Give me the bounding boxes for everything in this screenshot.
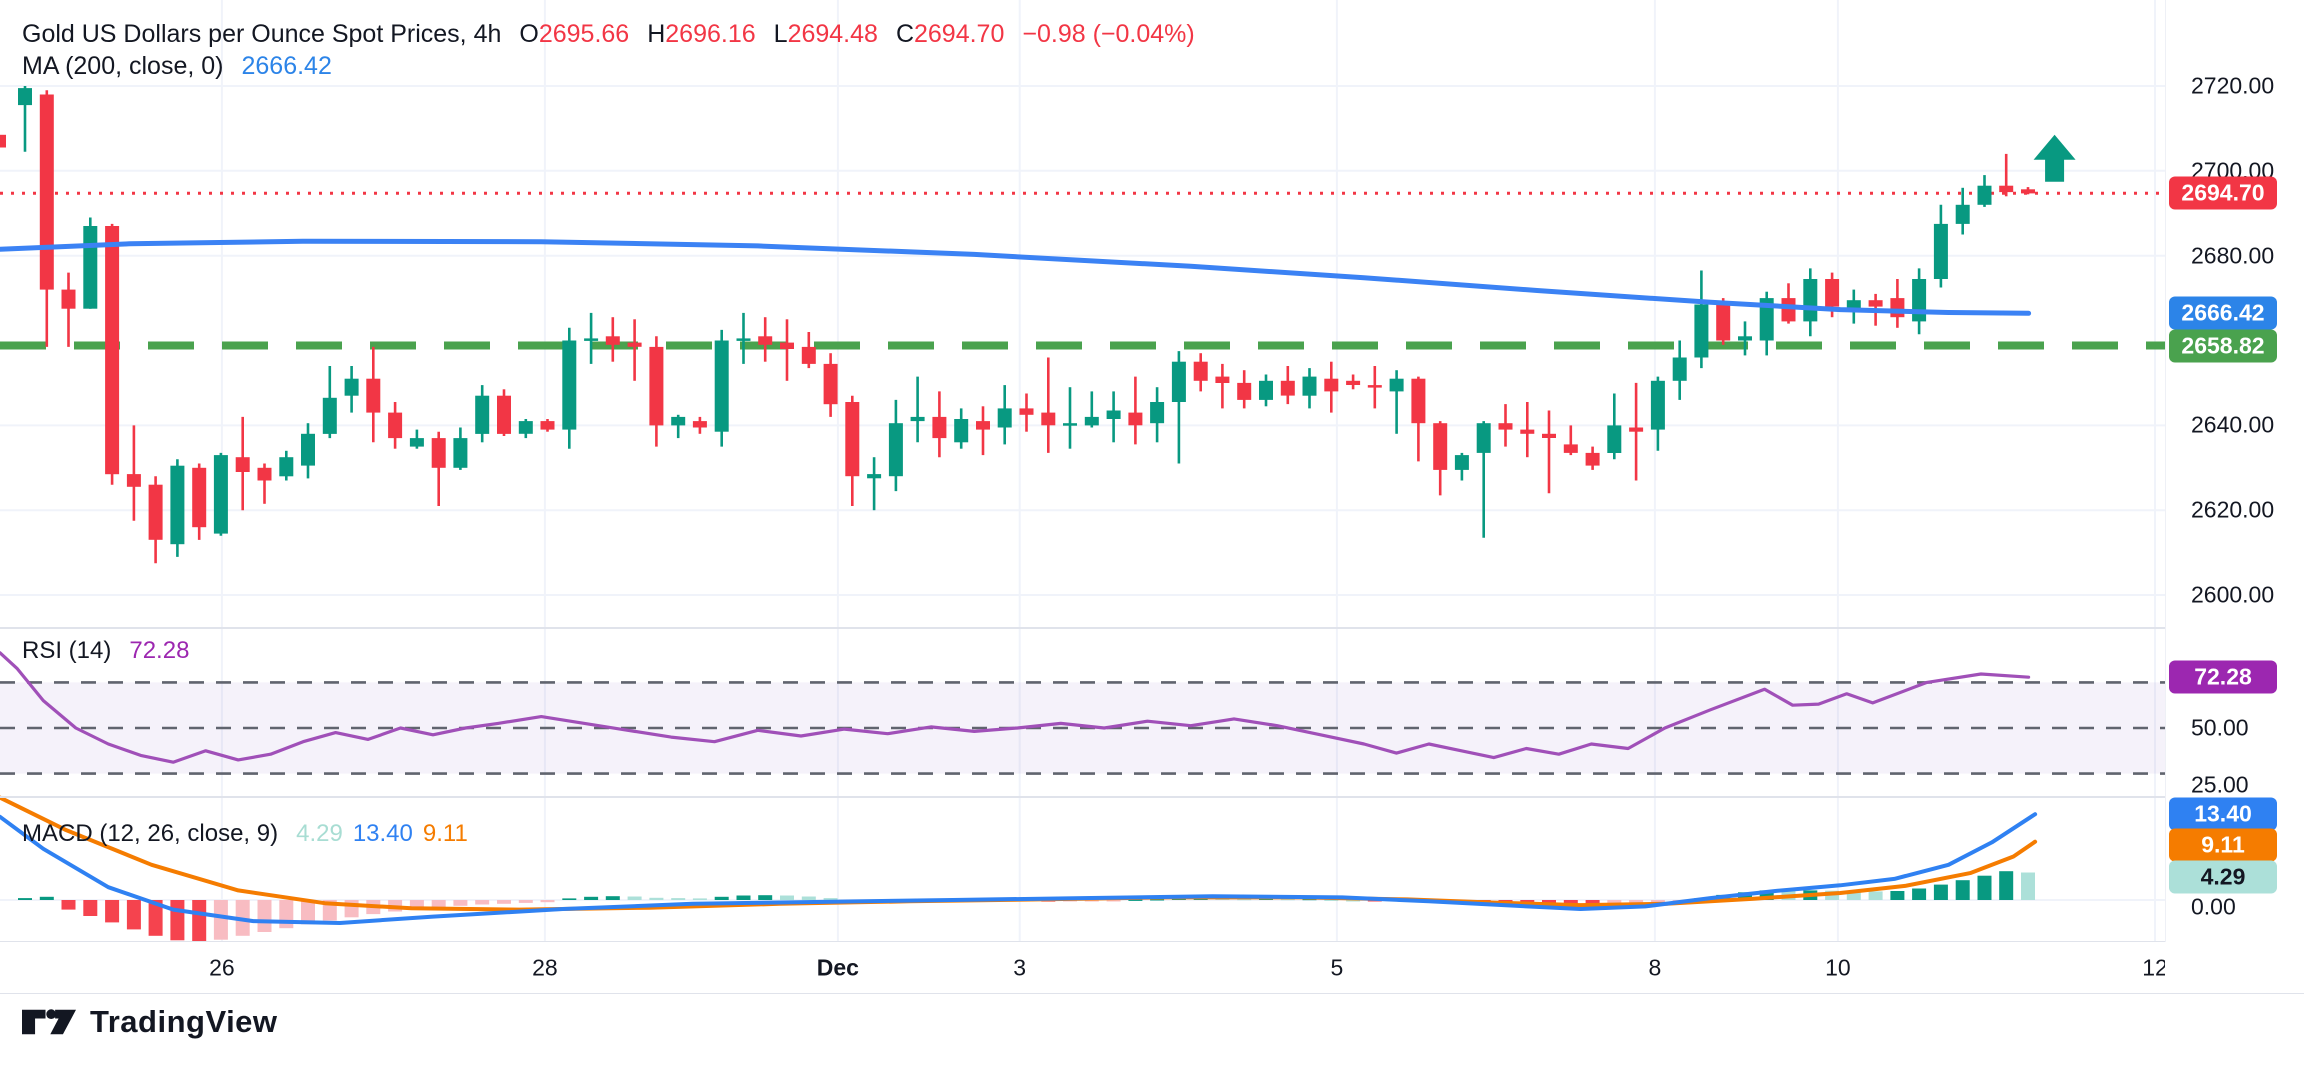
price-tick-label: 2620.00 — [2191, 496, 2275, 523]
ohlc-low-label: L — [773, 20, 788, 48]
macd-signal-badge: 9.11 — [2169, 828, 2277, 862]
rsi-tick-label: 50.00 — [2191, 714, 2249, 741]
ohlc-close-value: 2694.70 — [914, 20, 1005, 48]
ma-value-badge: 2666.42 — [2169, 296, 2277, 330]
tradingview-logo-text: TradingView — [90, 1004, 278, 1039]
ohlc-low-value: 2694.48 — [787, 20, 878, 48]
ohlc-open-value: 2695.66 — [538, 20, 630, 48]
macd-hist-value: 4.29 — [296, 820, 343, 847]
support-level-badge: 2658.82 — [2169, 329, 2277, 363]
macd-hist-badge: 4.29 — [2169, 860, 2277, 894]
rsi-legend[interactable]: RSI (14) 72.28 — [22, 637, 189, 665]
time-tick-26: 26 — [209, 954, 235, 980]
price-scale[interactable]: 2720.00 2700.00 2680.00 2640.00 2620.00 2600.… — [2165, 0, 2304, 942]
time-scale[interactable]: 26 28 Dec 3 5 8 10 12 — [0, 942, 2165, 993]
macd-value-badge: 13.40 — [2169, 797, 2277, 831]
rsi-label: RSI (14) — [22, 637, 112, 664]
ma-value: 2666.42 — [241, 52, 332, 80]
ohlc-close-label: C — [895, 20, 914, 48]
change-value: −0.98 (−0.04%) — [1022, 20, 1195, 48]
rsi-value-badge: 72.28 — [2169, 660, 2277, 694]
time-tick-dec: Dec — [816, 954, 859, 980]
macd-signal-value: 9.11 — [422, 820, 468, 847]
time-tick-3: 3 — [1013, 954, 1027, 980]
price-tick-label: 2720.00 — [2191, 72, 2275, 99]
time-tick-10: 10 — [1825, 954, 1851, 980]
macd-legend[interactable]: MACD (12, 26, close, 9) 4.29 13.40 9.11 — [22, 820, 468, 848]
price-tick-label: 2600.00 — [2191, 581, 2275, 608]
up-arrow-marker — [2033, 134, 2076, 182]
time-tick-12: 12 — [2142, 954, 2165, 980]
ohlc-high-value: 2696.16 — [665, 20, 756, 48]
chart-plot-area[interactable] — [0, 0, 2165, 942]
ma-label: MA (200, close, 0) — [22, 52, 224, 80]
macd-tick-label: 0.00 — [2191, 893, 2236, 920]
rsi-tick-label: 25.00 — [2191, 771, 2249, 798]
time-tick-8: 8 — [1648, 954, 1662, 980]
price-tick-label: 2640.00 — [2191, 411, 2275, 438]
chart-frame: Gold US Dollars per Ounce Spot Prices, 4… — [0, 0, 2304, 994]
ohlc-open-label: O — [519, 20, 539, 48]
ohlc-high-label: H — [647, 20, 666, 48]
tradingview-logo[interactable]: TradingView — [22, 1004, 278, 1040]
symbol-legend[interactable]: Gold US Dollars per Ounce Spot Prices, 4… — [22, 20, 1195, 49]
macd-line-value: 13.40 — [352, 820, 413, 847]
last-price-badge: 2694.70 — [2169, 176, 2277, 210]
price-tick-label: 2680.00 — [2191, 242, 2275, 269]
macd-label: MACD (12, 26, close, 9) — [22, 820, 279, 847]
tradingview-logo-icon — [22, 1009, 76, 1035]
symbol-title: Gold US Dollars per Ounce Spot Prices, 4… — [22, 20, 502, 48]
time-tick-5: 5 — [1330, 954, 1344, 980]
time-tick-28: 28 — [532, 954, 558, 980]
rsi-value: 72.28 — [129, 637, 190, 664]
ma-legend[interactable]: MA (200, close, 0) 2666.42 — [22, 52, 332, 81]
